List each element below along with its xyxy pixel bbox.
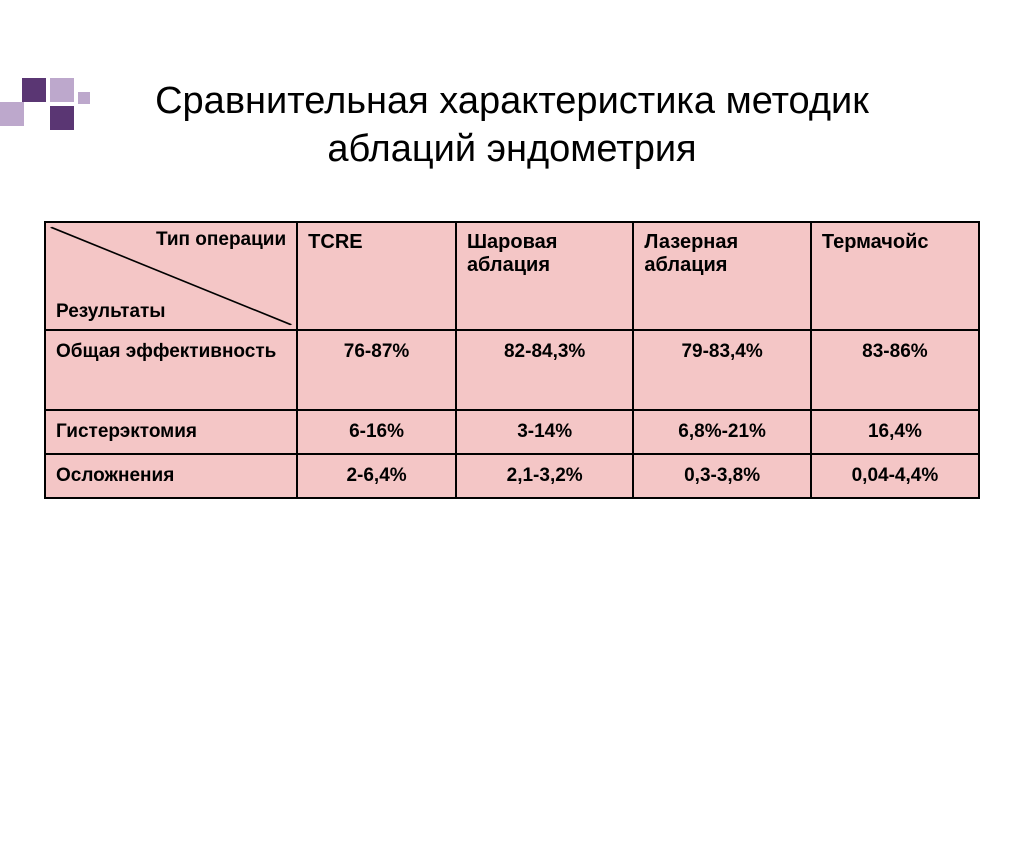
decor-square — [0, 102, 24, 126]
decor-square — [50, 78, 74, 102]
col-header: Шаровая аблация — [456, 222, 633, 330]
table-row: Гистерэктомия6-16%3-14%6,8%-21%16,4% — [45, 410, 979, 454]
comparison-table: Тип операции Результаты TCRE Шаровая абл… — [44, 221, 980, 499]
col-header: Лазерная аблация — [633, 222, 810, 330]
row-label: Осложнения — [45, 454, 297, 498]
row-label: Общая эффективность — [45, 330, 297, 410]
table-body: Общая эффективность76-87%82-84,3%79-83,4… — [45, 330, 979, 498]
diagonal-header-cell: Тип операции Результаты — [45, 222, 297, 330]
cell-value: 76-87% — [297, 330, 456, 410]
cell-value: 79-83,4% — [633, 330, 810, 410]
cell-value: 6-16% — [297, 410, 456, 454]
cell-value: 82-84,3% — [456, 330, 633, 410]
diag-header-top: Тип операции — [156, 229, 286, 251]
cell-value: 0,04-4,4% — [811, 454, 979, 498]
decor-square — [22, 78, 46, 102]
cell-value: 0,3-3,8% — [633, 454, 810, 498]
cell-value: 83-86% — [811, 330, 979, 410]
decor-square — [78, 92, 90, 104]
table-header: Тип операции Результаты TCRE Шаровая абл… — [45, 222, 979, 330]
title-line-2: аблаций эндометрия — [327, 128, 696, 170]
corner-decoration — [0, 78, 160, 138]
diag-header-bottom: Результаты — [56, 301, 166, 323]
title-line-1: Сравнительная характеристика методик — [155, 80, 869, 122]
decor-square — [50, 106, 74, 130]
cell-value: 3-14% — [456, 410, 633, 454]
table-row: Осложнения2-6,4%2,1-3,2%0,3-3,8%0,04-4,4… — [45, 454, 979, 498]
table-row: Общая эффективность76-87%82-84,3%79-83,4… — [45, 330, 979, 410]
comparison-table-container: Тип операции Результаты TCRE Шаровая абл… — [44, 221, 980, 499]
col-header: TCRE — [297, 222, 456, 330]
col-header: Термачойс — [811, 222, 979, 330]
cell-value: 2-6,4% — [297, 454, 456, 498]
cell-value: 16,4% — [811, 410, 979, 454]
row-label: Гистерэктомия — [45, 410, 297, 454]
cell-value: 2,1-3,2% — [456, 454, 633, 498]
cell-value: 6,8%-21% — [633, 410, 810, 454]
